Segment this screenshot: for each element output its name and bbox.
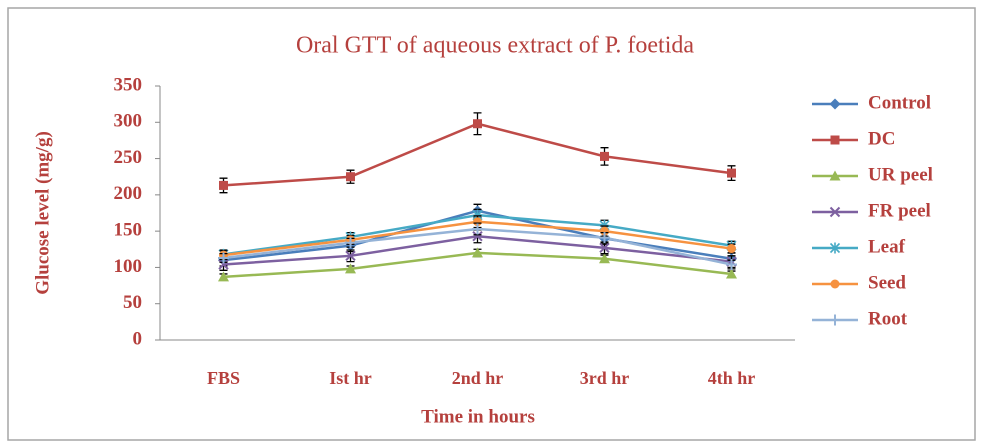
data-point xyxy=(727,244,736,254)
data-point xyxy=(345,250,356,262)
legend-marker xyxy=(829,242,841,254)
legend-marker xyxy=(829,170,841,181)
y-tick-label: 300 xyxy=(114,111,143,132)
data-point xyxy=(600,151,609,161)
x-tick-label: Ist hr xyxy=(329,368,372,388)
legend-label: Root xyxy=(868,308,908,329)
legend-marker xyxy=(829,98,841,110)
data-point xyxy=(600,226,609,236)
legend-marker xyxy=(830,135,840,145)
data-point xyxy=(345,237,356,249)
y-axis-title: Glucose level (mg/g) xyxy=(32,131,53,295)
data-point xyxy=(472,231,483,242)
data-point xyxy=(219,180,228,190)
x-tick-label: 3rd hr xyxy=(580,368,630,388)
data-point xyxy=(726,259,737,271)
data-point xyxy=(345,263,356,274)
data-point xyxy=(599,242,610,254)
data-point xyxy=(472,247,483,258)
y-tick-label: 0 xyxy=(133,328,143,349)
data-point xyxy=(218,271,229,282)
legend-marker xyxy=(829,206,841,218)
legend-label: Leaf xyxy=(868,236,906,257)
x-tick-label: 4th hr xyxy=(708,368,756,388)
legend-label: DC xyxy=(868,128,895,149)
x-axis-title: Time in hours xyxy=(421,406,535,427)
legend-marker xyxy=(829,314,841,326)
legend-label: Seed xyxy=(868,272,906,293)
data-point xyxy=(599,253,610,264)
x-tick-label: FBS xyxy=(207,368,240,388)
data-point xyxy=(472,223,483,235)
chart-title: Oral GTT of aqueous extract of P. foetid… xyxy=(296,33,694,59)
y-tick-label: 50 xyxy=(123,292,142,313)
data-point xyxy=(726,268,737,279)
data-point xyxy=(218,252,229,264)
data-point xyxy=(346,172,355,182)
y-tick-label: 100 xyxy=(114,256,143,277)
y-tick-label: 250 xyxy=(114,147,143,168)
data-point xyxy=(727,168,736,178)
legend-label: Control xyxy=(868,92,931,113)
data-point xyxy=(473,217,482,227)
y-tick-label: 350 xyxy=(114,74,143,95)
y-tick-label: 150 xyxy=(114,220,143,241)
data-point xyxy=(599,232,610,244)
legend-marker xyxy=(830,279,840,289)
legend-label: FR peel xyxy=(868,200,931,221)
data-point xyxy=(218,259,229,270)
data-point xyxy=(473,119,482,129)
x-tick-label: 2nd hr xyxy=(452,368,504,388)
legend-label: UR peel xyxy=(868,164,933,185)
y-tick-label: 200 xyxy=(114,183,143,204)
